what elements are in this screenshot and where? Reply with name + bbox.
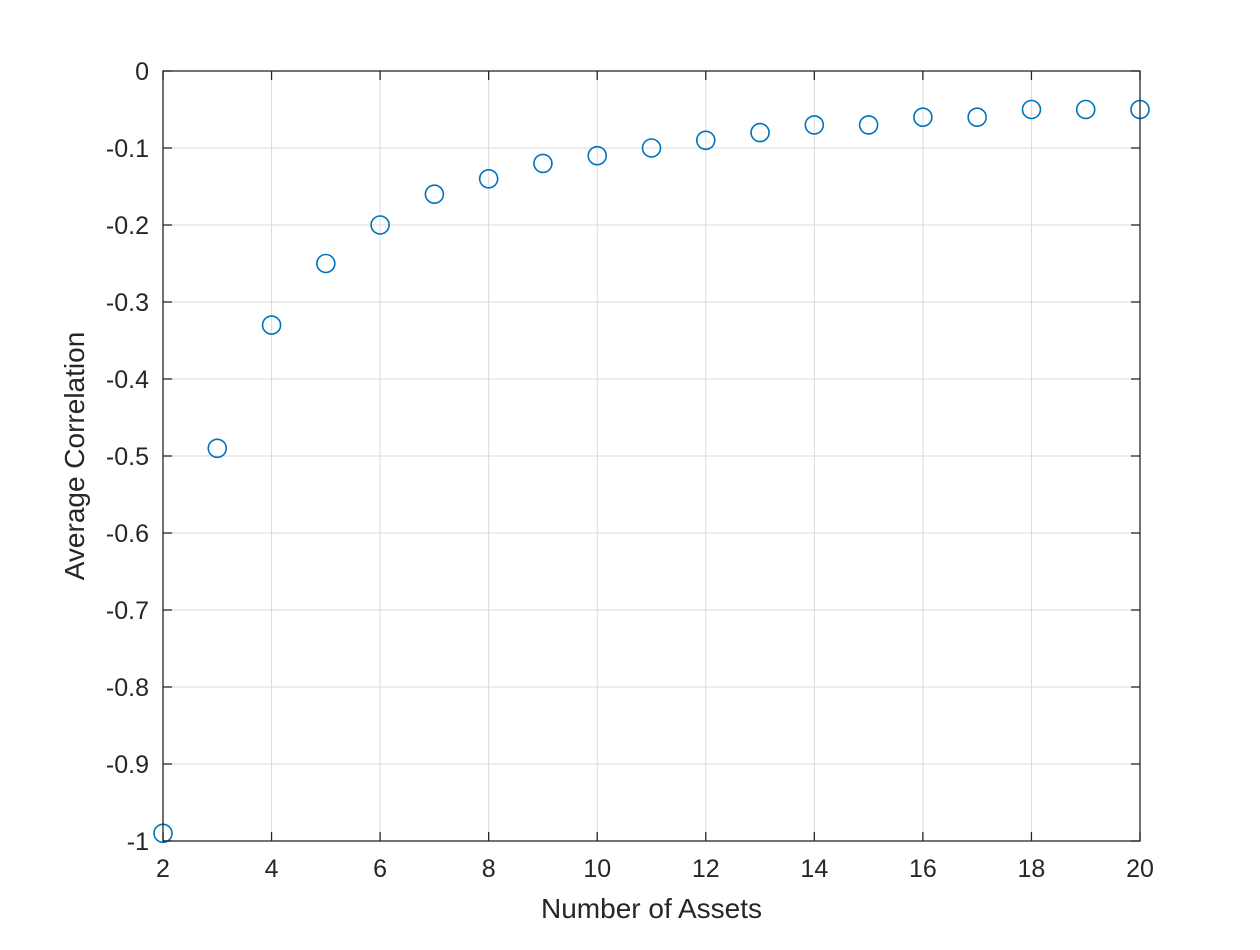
data-point [804, 115, 825, 135]
data-point [370, 215, 390, 235]
data-point [316, 253, 336, 274]
x-tick-label: 6 [373, 855, 387, 883]
y-axis-label: Average Correlation [59, 332, 90, 581]
y-tick-label: 0 [135, 58, 149, 86]
x-axis-label: Number of Assets [541, 893, 762, 924]
y-tick-label: -0.4 [106, 366, 149, 394]
data-point [587, 145, 608, 166]
x-tick-label: 14 [800, 855, 828, 883]
x-tick-label: 8 [482, 855, 496, 883]
data-point [533, 153, 553, 174]
data-point [641, 138, 662, 158]
x-tick-label: 16 [909, 855, 937, 883]
data-point [750, 122, 770, 143]
y-tick-label: -0.7 [106, 597, 149, 625]
y-tick-label: -0.8 [106, 674, 149, 702]
ticks-layer: 2 4 6 8 10 12 14 16 18 20 0 -0.1 -0.2 -0.3 -0.4 -0.5 -0.… [106, 58, 1154, 883]
y-tick-label: -0.9 [106, 751, 149, 779]
data-point [967, 107, 987, 127]
y-tick-label: -0.5 [106, 443, 149, 471]
y-tick-label: -1 [127, 828, 149, 856]
x-tick-label: 4 [265, 855, 279, 883]
data-point [858, 115, 879, 135]
y-tick-label: -0.2 [106, 212, 149, 240]
x-tick-label: 20 [1126, 855, 1154, 883]
x-tick-label: 10 [583, 855, 611, 883]
y-tick-label: -0.1 [106, 135, 149, 163]
data-point [695, 130, 716, 151]
data-point [1075, 99, 1096, 120]
data-points [153, 99, 1150, 844]
y-tick-label: -0.3 [106, 289, 149, 317]
x-tick-label: 2 [156, 855, 170, 883]
data-point [261, 315, 282, 335]
data-point [424, 184, 445, 204]
y-tick-label: -0.6 [106, 520, 149, 548]
grid-layer [163, 71, 1140, 841]
data-point [1021, 99, 1042, 120]
data-point [913, 107, 933, 127]
data-point [207, 438, 228, 459]
x-tick-label: 18 [1018, 855, 1046, 883]
x-tick-label: 12 [692, 855, 720, 883]
data-point [478, 169, 499, 189]
